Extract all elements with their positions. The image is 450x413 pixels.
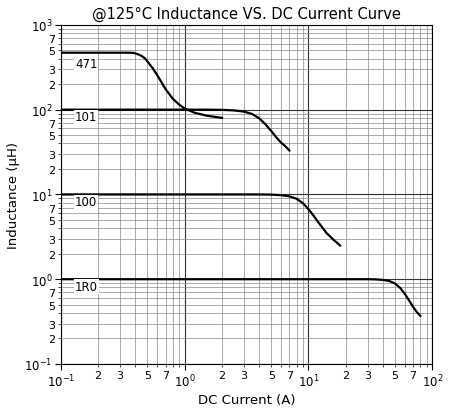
Text: 471: 471 bbox=[75, 58, 98, 71]
Text: 101: 101 bbox=[75, 111, 97, 124]
Title: @125°C Inductance VS. DC Current Curve: @125°C Inductance VS. DC Current Curve bbox=[92, 7, 401, 22]
X-axis label: DC Current (A): DC Current (A) bbox=[198, 393, 295, 406]
Text: 1R0: 1R0 bbox=[75, 280, 98, 293]
Y-axis label: Inductance (μH): Inductance (μH) bbox=[7, 142, 20, 248]
Text: 100: 100 bbox=[75, 196, 97, 209]
